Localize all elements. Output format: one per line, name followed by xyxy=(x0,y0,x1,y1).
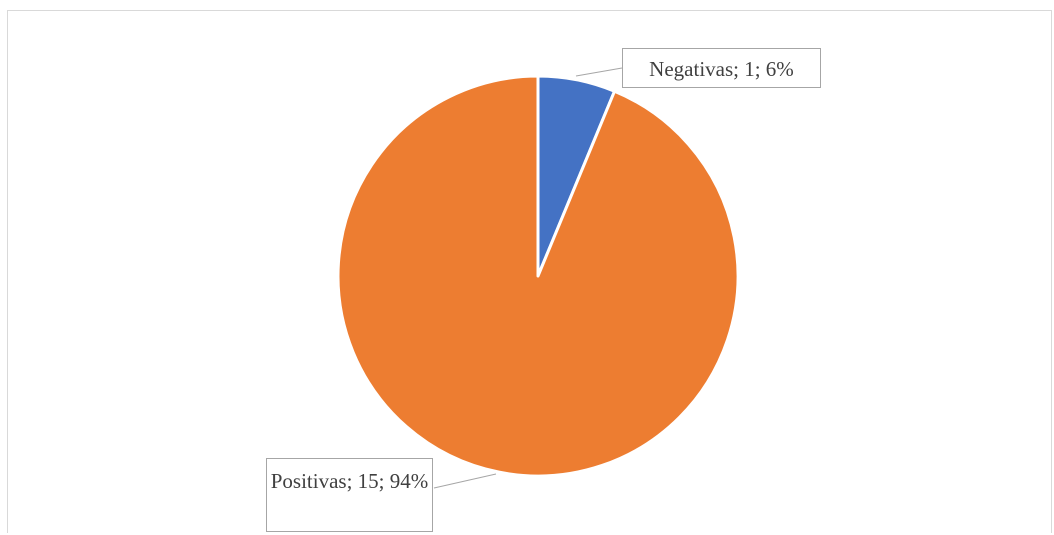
leader-line-positivas xyxy=(433,473,497,489)
chart-area xyxy=(7,10,1052,533)
pie-slices xyxy=(336,74,740,478)
leader-lines xyxy=(433,67,623,489)
pie-slice-positivas xyxy=(336,74,740,478)
leader-line-negativas xyxy=(575,67,623,77)
data-label-negativas: Negativas; 1; 6% xyxy=(622,48,821,88)
data-label-positivas: Positivas; 15; 94% xyxy=(266,458,433,532)
